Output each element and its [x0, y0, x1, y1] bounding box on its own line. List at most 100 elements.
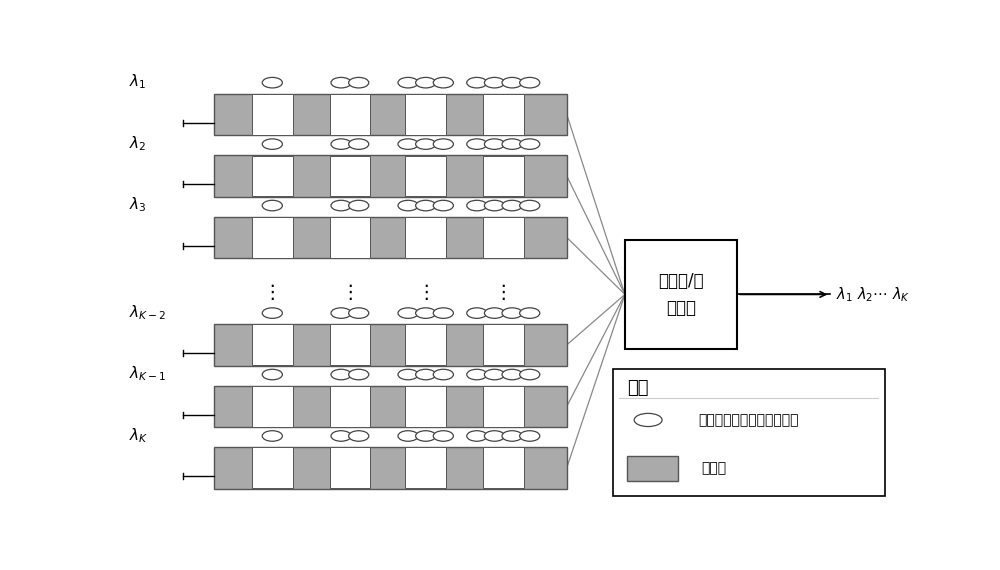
- Ellipse shape: [331, 308, 351, 319]
- Text: $\lambda_K$: $\lambda_K$: [129, 426, 148, 445]
- Ellipse shape: [520, 431, 540, 441]
- Ellipse shape: [416, 200, 436, 211]
- Ellipse shape: [349, 200, 369, 211]
- Ellipse shape: [331, 200, 351, 211]
- Bar: [214, 155, 567, 197]
- Ellipse shape: [398, 139, 418, 149]
- Ellipse shape: [398, 200, 418, 211]
- Ellipse shape: [433, 431, 453, 441]
- Ellipse shape: [467, 369, 487, 380]
- Ellipse shape: [467, 308, 487, 319]
- Ellipse shape: [331, 431, 351, 441]
- Ellipse shape: [484, 369, 505, 380]
- Bar: [252, 324, 293, 365]
- Bar: [330, 217, 370, 258]
- Ellipse shape: [349, 139, 369, 149]
- Bar: [405, 447, 446, 488]
- Ellipse shape: [349, 369, 369, 380]
- Ellipse shape: [262, 308, 282, 319]
- Ellipse shape: [467, 431, 487, 441]
- Bar: [405, 217, 446, 258]
- Bar: [405, 94, 446, 135]
- Text: 光开关: 光开关: [701, 461, 726, 475]
- Text: $\lambda_3$: $\lambda_3$: [129, 196, 146, 214]
- Ellipse shape: [433, 78, 453, 88]
- Ellipse shape: [433, 369, 453, 380]
- Ellipse shape: [467, 200, 487, 211]
- Ellipse shape: [433, 308, 453, 319]
- Bar: [214, 447, 567, 488]
- Ellipse shape: [634, 413, 662, 426]
- Bar: [483, 217, 524, 258]
- Ellipse shape: [416, 308, 436, 319]
- Text: $\lambda_1$: $\lambda_1$: [129, 73, 146, 91]
- Ellipse shape: [433, 139, 453, 149]
- Ellipse shape: [467, 139, 487, 149]
- Ellipse shape: [349, 308, 369, 319]
- Bar: [405, 156, 446, 196]
- Bar: [252, 94, 293, 135]
- Bar: [330, 94, 370, 135]
- Ellipse shape: [520, 78, 540, 88]
- Ellipse shape: [349, 431, 369, 441]
- Bar: [214, 324, 567, 366]
- Ellipse shape: [520, 200, 540, 211]
- Ellipse shape: [398, 369, 418, 380]
- Ellipse shape: [502, 369, 522, 380]
- Text: $\lambda_{K-2}$: $\lambda_{K-2}$: [129, 303, 166, 322]
- Bar: [625, 239, 737, 349]
- Bar: [252, 156, 293, 196]
- Ellipse shape: [262, 139, 282, 149]
- Ellipse shape: [416, 139, 436, 149]
- Bar: [483, 447, 524, 488]
- Text: 图例: 图例: [627, 378, 649, 397]
- Bar: [330, 447, 370, 488]
- Ellipse shape: [398, 78, 418, 88]
- Ellipse shape: [502, 139, 522, 149]
- Ellipse shape: [262, 78, 282, 88]
- Bar: [252, 386, 293, 427]
- Ellipse shape: [502, 431, 522, 441]
- Bar: [214, 217, 567, 258]
- Bar: [252, 447, 293, 488]
- Ellipse shape: [331, 78, 351, 88]
- Ellipse shape: [520, 139, 540, 149]
- Ellipse shape: [484, 139, 505, 149]
- Text: $\lambda_1\ \lambda_2\cdots\ \lambda_K$: $\lambda_1\ \lambda_2\cdots\ \lambda_K$: [836, 285, 911, 304]
- Ellipse shape: [520, 308, 540, 319]
- Ellipse shape: [349, 78, 369, 88]
- Ellipse shape: [467, 78, 487, 88]
- Ellipse shape: [520, 369, 540, 380]
- Text: ⋮: ⋮: [416, 283, 435, 302]
- Bar: [330, 156, 370, 196]
- Bar: [405, 386, 446, 427]
- Text: ⋮: ⋮: [263, 283, 282, 302]
- Bar: [483, 386, 524, 427]
- Ellipse shape: [331, 369, 351, 380]
- Ellipse shape: [262, 200, 282, 211]
- Ellipse shape: [416, 369, 436, 380]
- Ellipse shape: [484, 308, 505, 319]
- Bar: [214, 93, 567, 135]
- Bar: [613, 369, 885, 496]
- Text: 光合波/分
波器件: 光合波/分 波器件: [658, 272, 704, 316]
- Ellipse shape: [502, 78, 522, 88]
- Text: 传输时延（光纤、波导等）: 传输时延（光纤、波导等）: [698, 413, 799, 427]
- Bar: [330, 386, 370, 427]
- Bar: [330, 324, 370, 365]
- Bar: [483, 156, 524, 196]
- Bar: [627, 455, 678, 481]
- Ellipse shape: [398, 431, 418, 441]
- Ellipse shape: [416, 431, 436, 441]
- Ellipse shape: [433, 200, 453, 211]
- Bar: [252, 217, 293, 258]
- Text: $\lambda_2$: $\lambda_2$: [129, 134, 146, 153]
- Bar: [405, 324, 446, 365]
- Ellipse shape: [262, 369, 282, 380]
- Bar: [483, 94, 524, 135]
- Ellipse shape: [416, 78, 436, 88]
- Ellipse shape: [484, 78, 505, 88]
- Ellipse shape: [331, 139, 351, 149]
- Ellipse shape: [398, 308, 418, 319]
- Text: ⋮: ⋮: [340, 283, 360, 302]
